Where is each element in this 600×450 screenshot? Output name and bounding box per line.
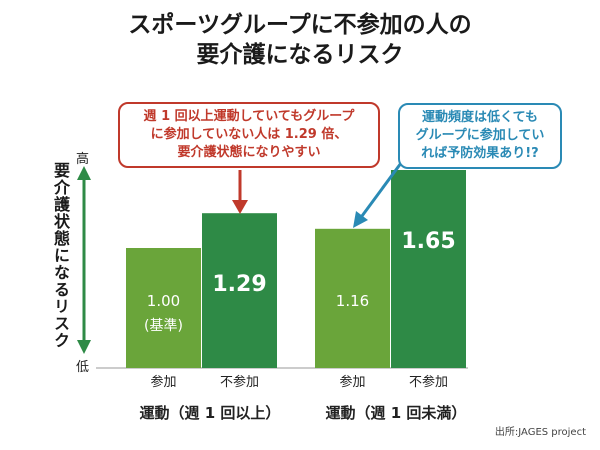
x-category-label: 不参加 <box>409 374 448 390</box>
title-line-1: スポーツグループに不参加の人の <box>128 12 472 38</box>
bar-value-label: 1.65 <box>401 229 455 254</box>
bar-weekly-plus-participate <box>126 248 201 368</box>
bar-less-weekly-participate <box>315 228 390 368</box>
blue-arrow-head <box>353 211 368 228</box>
blue-callout-line-1: 運動頻度は低くても <box>422 110 538 125</box>
red-callout: 週 1 回以上運動していてもグループ に参加していない人は 1.29 倍、 要介… <box>118 102 380 168</box>
bar-sublabel: (基準) <box>144 317 183 334</box>
blue-callout-line-2: グループに参加してい <box>415 128 545 143</box>
x-category-label: 不参加 <box>220 374 259 390</box>
group-label-weekly-plus: 運動（週 1 回以上） <box>139 404 281 422</box>
bar-value-label: 1.00 <box>147 292 180 310</box>
blue-callout-line-3: れば予防効果あり!? <box>421 146 539 161</box>
bar-value-label: 1.16 <box>336 292 369 310</box>
group-label-less-weekly: 運動（週 1 回未満） <box>325 404 467 422</box>
blue-arrow-shaft <box>360 158 406 217</box>
y-high-label: 高 <box>76 152 90 167</box>
bar-value-label: 1.29 <box>212 272 266 297</box>
bar-weekly-plus-non-participate <box>202 213 277 368</box>
y-axis-label: 要介護状態になるリスク <box>51 162 70 349</box>
y-low-label: 低 <box>76 360 90 375</box>
y-axis-arrow-up-head <box>77 166 91 180</box>
red-callout-line-3: 要介護状態になりやすい <box>177 145 321 160</box>
x-category-label: 参加 <box>339 374 365 390</box>
title-line-2: 要介護になるリスク <box>196 42 404 68</box>
source-note: 出所:JAGES project <box>494 427 586 438</box>
x-category-label: 参加 <box>150 374 176 390</box>
bar-less-weekly-non-participate <box>391 170 466 368</box>
y-axis-arrow-down-head <box>77 340 91 354</box>
blue-callout: 運動頻度は低くても グループに参加してい れば予防効果あり!? <box>398 103 562 169</box>
red-callout-line-2: に参加していない人は 1.29 倍、 <box>150 127 348 142</box>
red-callout-line-1: 週 1 回以上運動していてもグループ <box>143 109 355 124</box>
chart-title: スポーツグループに不参加の人の 要介護になるリスク <box>0 10 600 70</box>
red-arrow-head <box>232 200 248 214</box>
